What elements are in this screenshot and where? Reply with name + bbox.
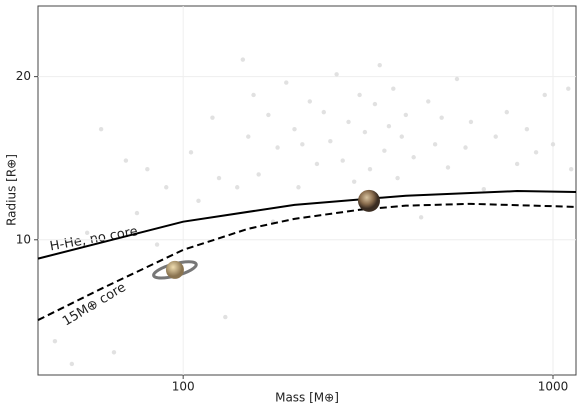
scatter-point bbox=[251, 92, 256, 98]
x-axis-label: Mass [M⊕] bbox=[275, 391, 339, 405]
scatter-point bbox=[240, 57, 246, 62]
scatter-point bbox=[524, 126, 530, 132]
scatter-point bbox=[566, 86, 571, 91]
scatter-point bbox=[321, 109, 326, 115]
scatter-point bbox=[533, 150, 539, 155]
scatter-point bbox=[328, 139, 333, 144]
scatter-point bbox=[334, 72, 339, 77]
scatter-point bbox=[439, 115, 444, 120]
scatter-point bbox=[403, 112, 409, 118]
scatter-point bbox=[362, 129, 368, 135]
scatter-point bbox=[432, 142, 438, 147]
scatter-point bbox=[411, 155, 416, 160]
scatter-point bbox=[266, 112, 271, 118]
scatter-point bbox=[246, 134, 251, 139]
scatter-point bbox=[52, 338, 58, 344]
scatter-point bbox=[504, 109, 509, 115]
scatter-point bbox=[210, 115, 215, 120]
scatter-point bbox=[134, 210, 140, 216]
scatter-point bbox=[550, 142, 556, 147]
scatter-point bbox=[568, 166, 574, 172]
x-tick-label: 1000 bbox=[538, 380, 569, 394]
y-tick-label: 10 bbox=[16, 232, 31, 246]
scatter-point bbox=[395, 175, 400, 181]
saturn bbox=[165, 260, 184, 279]
scatter-point bbox=[346, 119, 351, 125]
scatter-point bbox=[372, 101, 378, 107]
scatter-point bbox=[296, 185, 301, 190]
scatter-point bbox=[154, 242, 160, 247]
line-annotation: H-He, no core bbox=[49, 224, 139, 254]
scatter-point bbox=[351, 179, 357, 184]
scatter-point bbox=[468, 119, 474, 125]
scatter-point bbox=[367, 166, 373, 172]
scatter-point bbox=[542, 92, 547, 98]
y-tick-label: 20 bbox=[16, 69, 31, 83]
scatter-point bbox=[164, 185, 169, 190]
scatter-point bbox=[123, 158, 129, 163]
scatter-point bbox=[382, 148, 387, 153]
scatter-point bbox=[223, 314, 228, 320]
scatter-point bbox=[307, 99, 313, 104]
scatter-point bbox=[399, 134, 404, 139]
scatter-point bbox=[300, 142, 305, 147]
scatter-point bbox=[196, 198, 201, 204]
scatter-point bbox=[445, 165, 451, 170]
scatter-point bbox=[426, 99, 431, 104]
x-tick-label: 100 bbox=[172, 380, 195, 394]
model-line bbox=[37, 190, 577, 260]
scatter-point bbox=[256, 172, 261, 177]
scatter-point bbox=[391, 86, 396, 91]
scatter-point bbox=[386, 124, 392, 129]
scatter-point bbox=[357, 92, 362, 98]
scatter-point bbox=[314, 161, 320, 167]
scatter-point bbox=[188, 150, 194, 155]
scatter-point bbox=[340, 158, 345, 163]
scatter-point bbox=[235, 185, 240, 190]
scatter-point bbox=[481, 186, 487, 192]
scatter-point bbox=[418, 215, 424, 220]
scatter-point bbox=[98, 126, 104, 132]
scatter-point bbox=[514, 161, 520, 167]
jupiter bbox=[357, 189, 380, 212]
scatter-point bbox=[145, 166, 150, 172]
scatter-point bbox=[454, 76, 460, 82]
scatter-point bbox=[493, 134, 498, 139]
scatter-point bbox=[377, 62, 382, 68]
scatter-point bbox=[292, 126, 297, 132]
scatter-point bbox=[275, 145, 280, 150]
y-axis-label: Radius [R⊕] bbox=[5, 154, 19, 226]
scatter-point bbox=[84, 230, 90, 236]
scatter-point bbox=[111, 350, 117, 355]
model-line bbox=[37, 202, 577, 321]
scatter-point bbox=[284, 80, 289, 85]
plot-frame bbox=[37, 5, 577, 376]
scatter-point bbox=[463, 145, 468, 150]
scatter-point bbox=[216, 175, 222, 181]
scatter-point bbox=[69, 361, 75, 367]
